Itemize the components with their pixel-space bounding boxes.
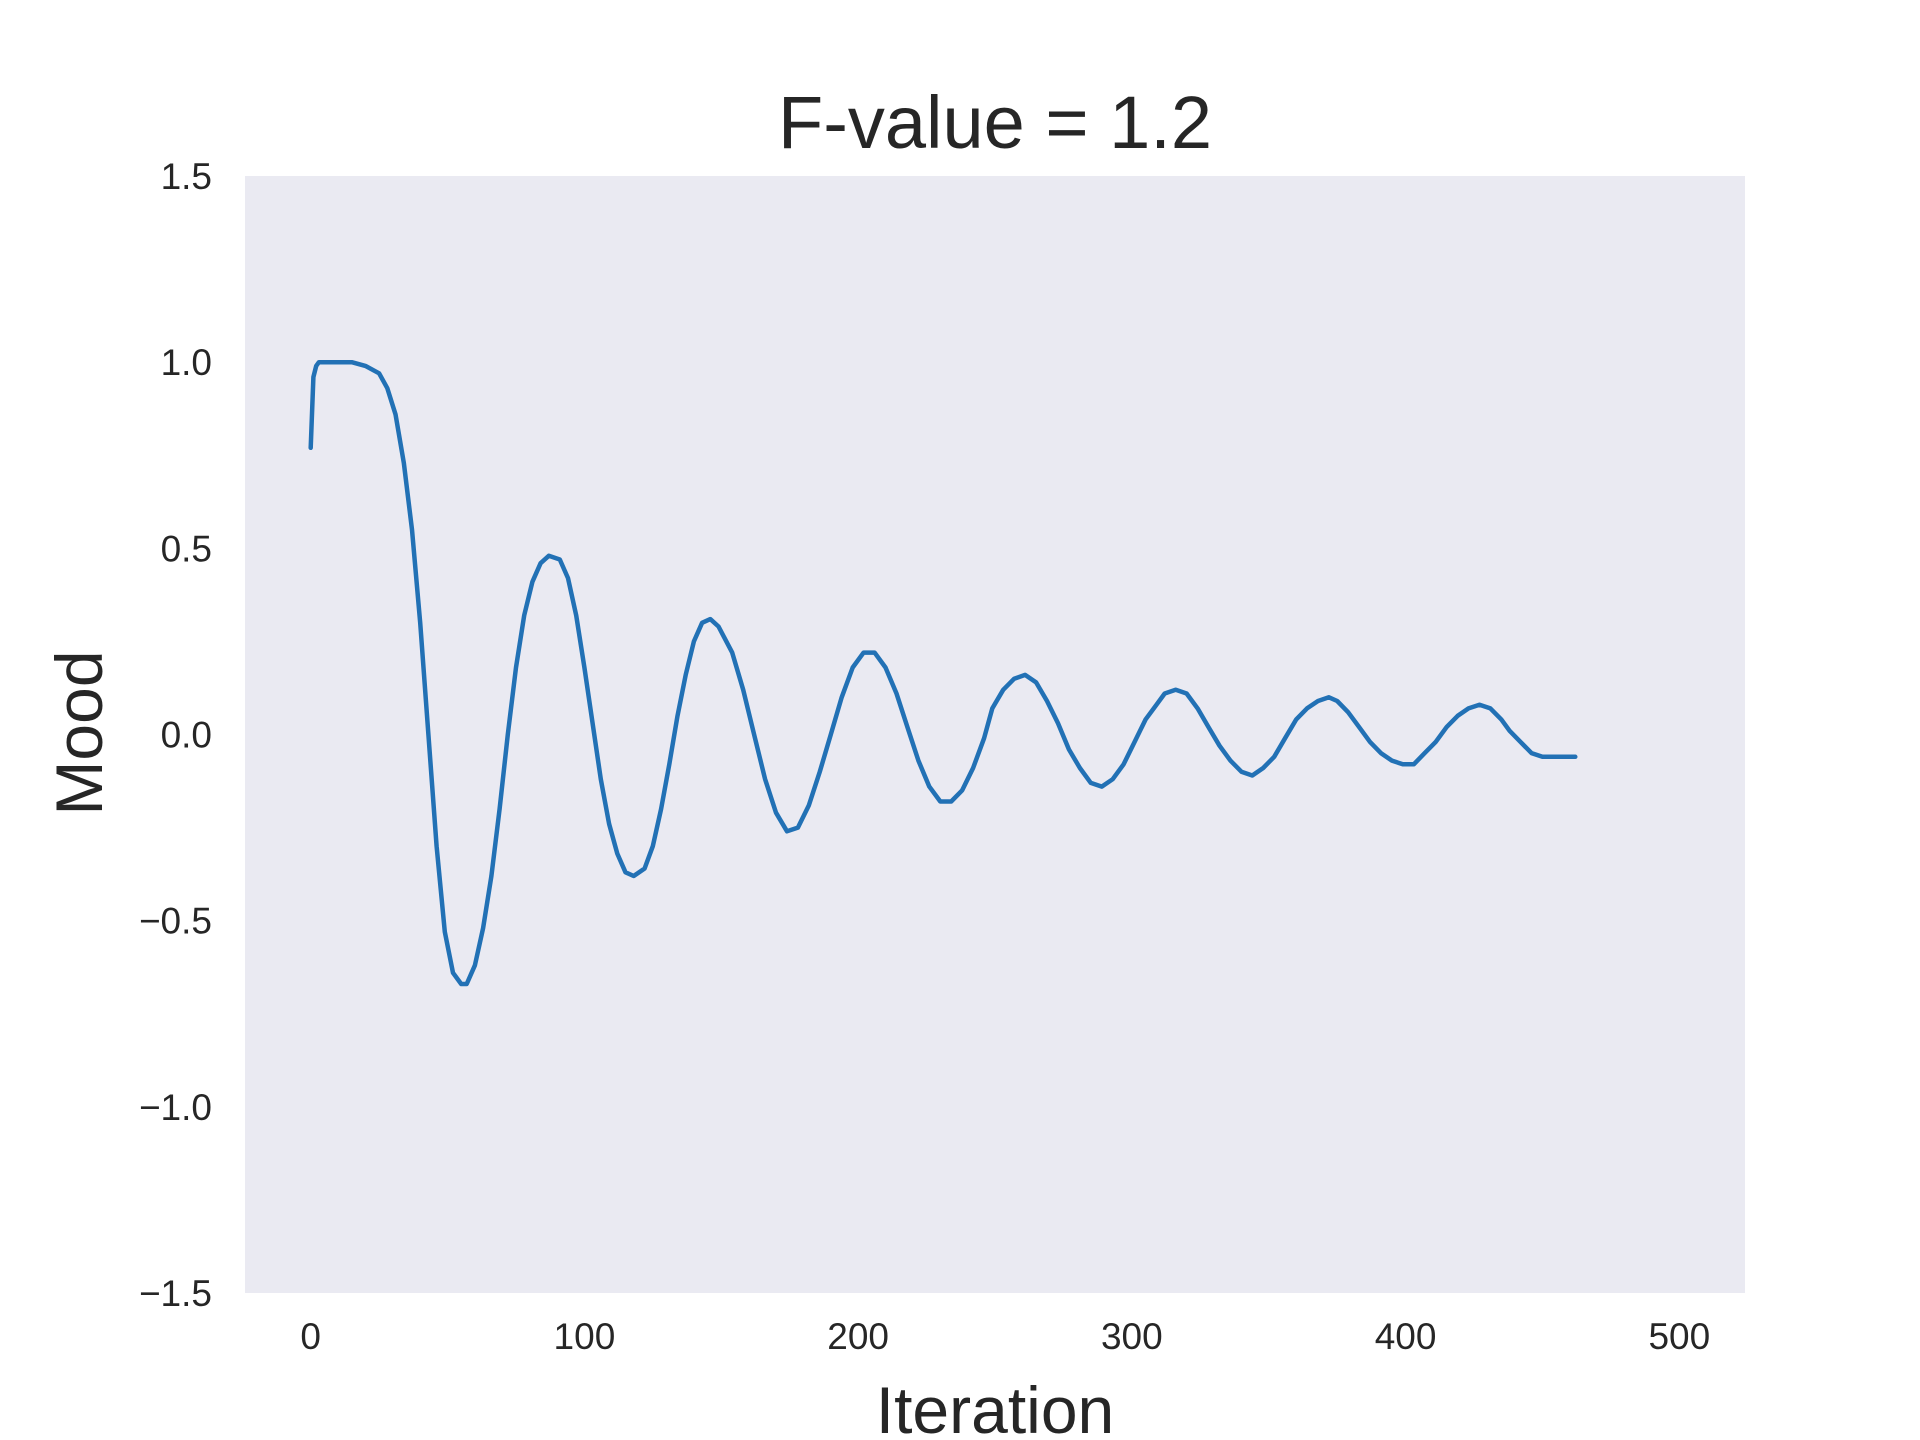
chart-title: F-value = 1.2 (778, 81, 1212, 164)
plot-area (245, 176, 1745, 1293)
y-tick-label: −1.5 (139, 1273, 212, 1314)
series-layer (308, 359, 1578, 987)
x-tick-label: 300 (1101, 1316, 1163, 1357)
y-tick-label: −0.5 (139, 901, 212, 942)
x-axis-label: Iteration (876, 1373, 1114, 1440)
x-tick-label: 200 (827, 1316, 889, 1357)
x-tick-label: 0 (300, 1316, 321, 1357)
x-tick-label: 500 (1648, 1316, 1710, 1357)
x-tick-label: 100 (554, 1316, 616, 1357)
y-tick-label: 1.5 (161, 156, 212, 197)
y-tick-label: −1.0 (139, 1087, 212, 1128)
series-line-mood (308, 359, 1578, 987)
y-tick-label: 1.0 (161, 342, 212, 383)
y-tick-label: 0.0 (161, 715, 212, 756)
y-tick-labels: −1.5 −1.0 −0.5 0.0 0.5 1.0 1.5 (139, 156, 212, 1314)
x-tick-label: 400 (1375, 1316, 1437, 1357)
y-axis-label: Mood (42, 650, 116, 815)
y-tick-label: 0.5 (161, 528, 212, 569)
x-tick-labels: 0 100 200 300 400 500 (300, 1316, 1710, 1357)
